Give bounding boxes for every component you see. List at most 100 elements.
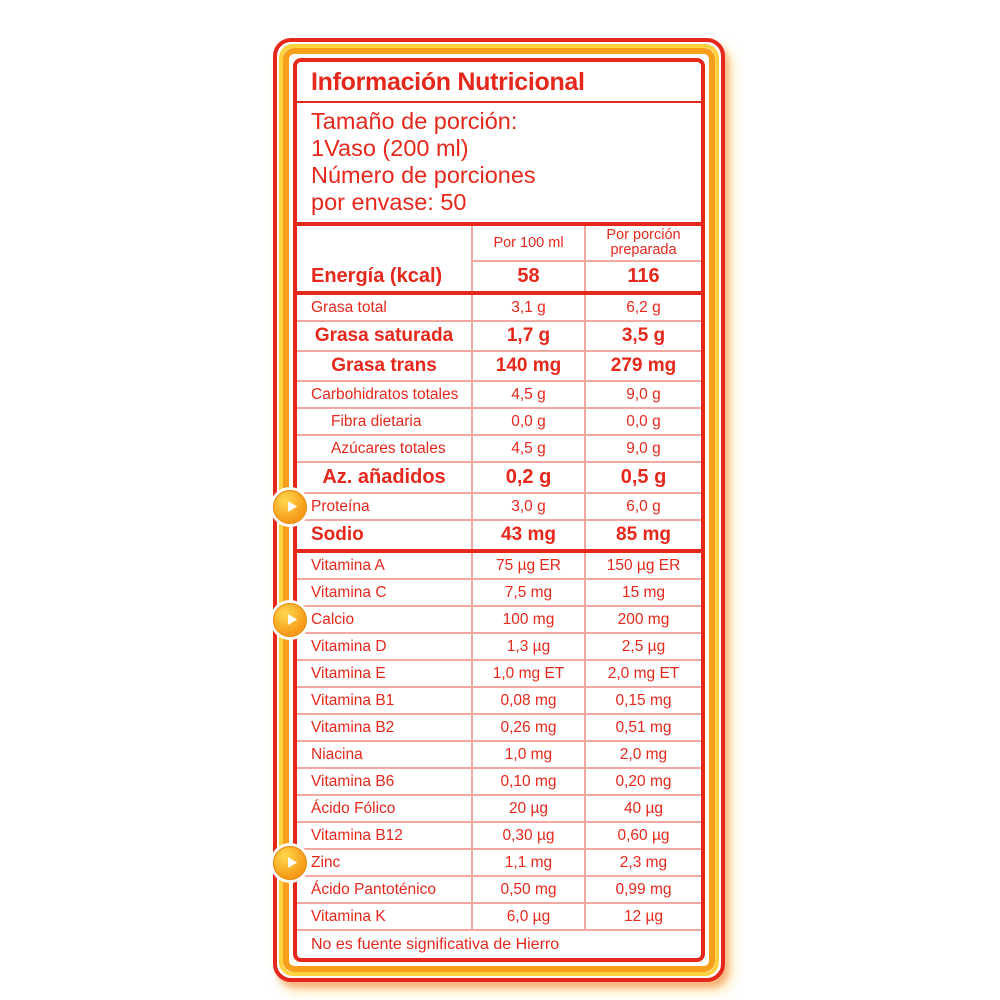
table-row: Calcio 100 mg 200 mg [273,602,701,637]
nutrient-label: Proteína [297,494,473,519]
value-per-100ml: 0,10 mg [473,769,586,794]
table-row: Grasa total 3,1 g 6,2 g [297,295,701,322]
nutrient-label: Vitamina E [297,661,473,686]
label-outer-red-frame: Información Nutricional Tamaño de porció… [273,38,725,982]
value-per-100ml: 20 µg [473,796,586,821]
table-row: Zinc 1,1 mg 2,3 mg [273,845,701,880]
nutrient-label: Vitamina A [297,553,473,578]
value-per-100ml: 7,5 mg [473,580,586,605]
value-per-portion: 0,60 µg [617,826,670,844]
table-row: Sodio 43 mg 85 mg [297,521,701,553]
nutrient-label: Az. añadidos [297,463,473,492]
table-row: Vitamina B6 0,10 mg 0,20 mg [297,769,701,796]
nutrient-label: Sodio [297,521,473,549]
value-per-100ml: 100 mg [473,607,586,632]
value-per-portion: 200 mg [617,610,670,628]
table-row: Vitamina E 1,0 mg ET 2,0 mg ET [297,661,701,688]
nutrient-label: Vitamina B2 [297,715,473,740]
value-per-100ml: 1,7 g [473,322,586,350]
table-row: Carbohidratos totales 4,5 g 9,0 g [297,382,701,409]
value-per-100ml: 6,0 µg [473,904,586,929]
value-per-portion: 116 [627,265,660,287]
value-per-portion: 0,5 g [620,466,667,488]
nutrient-label: Zinc [297,850,473,875]
nutrient-label: Ácido Pantoténico [297,877,473,902]
table-rows: Grasa total 3,1 g 6,2 g Grasa saturada 1… [273,295,701,931]
value-per-100ml: 0,08 mg [473,688,586,713]
value-per-portion: 85 mg [616,524,671,545]
nutrient-label: Grasa saturada [297,322,473,350]
value-per-100ml: 43 mg [473,521,586,549]
value-per-portion: 150 µg ER [606,556,681,574]
serving-info: Tamaño de porción: 1Vaso (200 ml) Número… [297,103,701,222]
value-per-portion: 0,0 g [626,412,661,430]
serving-line: Número de porciones [311,162,536,188]
serving-line: por envase: 50 [311,189,467,215]
label-inner-panel: Información Nutricional Tamaño de porció… [273,58,705,962]
value-per-portion: 9,0 g [626,385,661,403]
nutrient-label: Vitamina B12 [297,823,473,848]
value-per-portion: 9,0 g [626,439,661,457]
value-per-100ml: 4,5 g [473,436,586,461]
orange-ring: Información Nutricional Tamaño de porció… [273,48,715,972]
value-per-100ml: 3,0 g [473,494,586,519]
table-row: Vitamina K 6,0 µg 12 µg [297,904,701,931]
energy-row: Energía (kcal) 58 116 [297,262,701,295]
table-row: Vitamina C 7,5 mg 15 mg [297,580,701,607]
value-per-portion: 2,5 µg [621,637,666,655]
nutrient-label: Vitamina B1 [297,688,473,713]
yellow-ring: Información Nutricional Tamaño de porció… [273,44,719,976]
nutrition-label: Información Nutricional Tamaño de porció… [273,38,725,982]
table-row: Grasa saturada 1,7 g 3,5 g [297,322,701,352]
nutrient-label: Energía (kcal) [297,262,473,291]
value-per-portion: 0,15 mg [615,691,672,709]
table-row: Vitamina D 1,3 µg 2,5 µg [297,634,701,661]
value-per-portion: 279 mg [610,355,677,376]
header-spacer [297,226,473,262]
nutrient-label: Grasa total [297,295,473,320]
nutrient-label: Ácido Fólico [297,796,473,821]
value-per-100ml: 1,3 µg [473,634,586,659]
table-row: Niacina 1,0 mg 2,0 mg [297,742,701,769]
table-row: Ácido Pantoténico 0,50 mg 0,99 mg [297,877,701,904]
value-per-100ml: 1,1 mg [473,850,586,875]
table-row: Ácido Fólico 20 µg 40 µg [297,796,701,823]
table-row: Vitamina B2 0,26 mg 0,51 mg [297,715,701,742]
value-per-100ml: 1,0 mg [473,742,586,767]
value-per-portion: 40 µg [623,799,664,817]
table-row: Vitamina B1 0,08 mg 0,15 mg [297,688,701,715]
nutrient-label: Vitamina B6 [297,769,473,794]
nutrient-label: Vitamina D [297,634,473,659]
value-per-100ml: 0,30 µg [473,823,586,848]
value-per-100ml: 1,0 mg ET [473,661,586,686]
table-row: Vitamina A 75 µg ER 150 µg ER [297,553,701,580]
nutrient-label: Azúcares totales [297,436,473,461]
table-row: Vitamina B12 0,30 µg 0,60 µg [297,823,701,850]
value-per-100ml: 140 mg [473,352,586,380]
value-per-portion: 2,0 mg ET [607,664,680,682]
nutrient-label: Vitamina C [297,580,473,605]
nutrient-label: Fibra dietaria [297,409,473,434]
nutrition-table: Por 100 ml Por porción preparada Energía… [273,222,701,958]
value-per-portion: 2,0 mg [619,745,668,763]
value-per-portion: 0,20 mg [615,772,672,790]
value-per-100ml: 0,0 g [473,409,586,434]
value-per-portion: 2,3 mg [619,853,668,871]
value-per-100ml: 58 [473,262,586,291]
value-per-100ml: 75 µg ER [473,553,586,578]
value-per-portion: 0,51 mg [615,718,672,736]
col-header-per-100ml: Por 100 ml [473,226,586,262]
value-per-100ml: 0,2 g [473,463,586,492]
nutrient-label: Carbohidratos totales [297,382,473,407]
value-per-portion: 6,2 g [626,298,661,316]
table-row: Fibra dietaria 0,0 g 0,0 g [297,409,701,436]
table-row: Grasa trans 140 mg 279 mg [297,352,701,382]
value-per-portion: 12 µg [623,907,664,925]
play-icon [273,489,307,524]
value-per-100ml: 0,26 mg [473,715,586,740]
table-row: Proteína 3,0 g 6,0 g [273,489,701,524]
serving-line: Tamaño de porción: [311,108,518,134]
nutrient-label: Vitamina K [297,904,473,929]
nutrient-label: Niacina [297,742,473,767]
footnote: No es fuente significativa de Hierro [311,935,560,953]
